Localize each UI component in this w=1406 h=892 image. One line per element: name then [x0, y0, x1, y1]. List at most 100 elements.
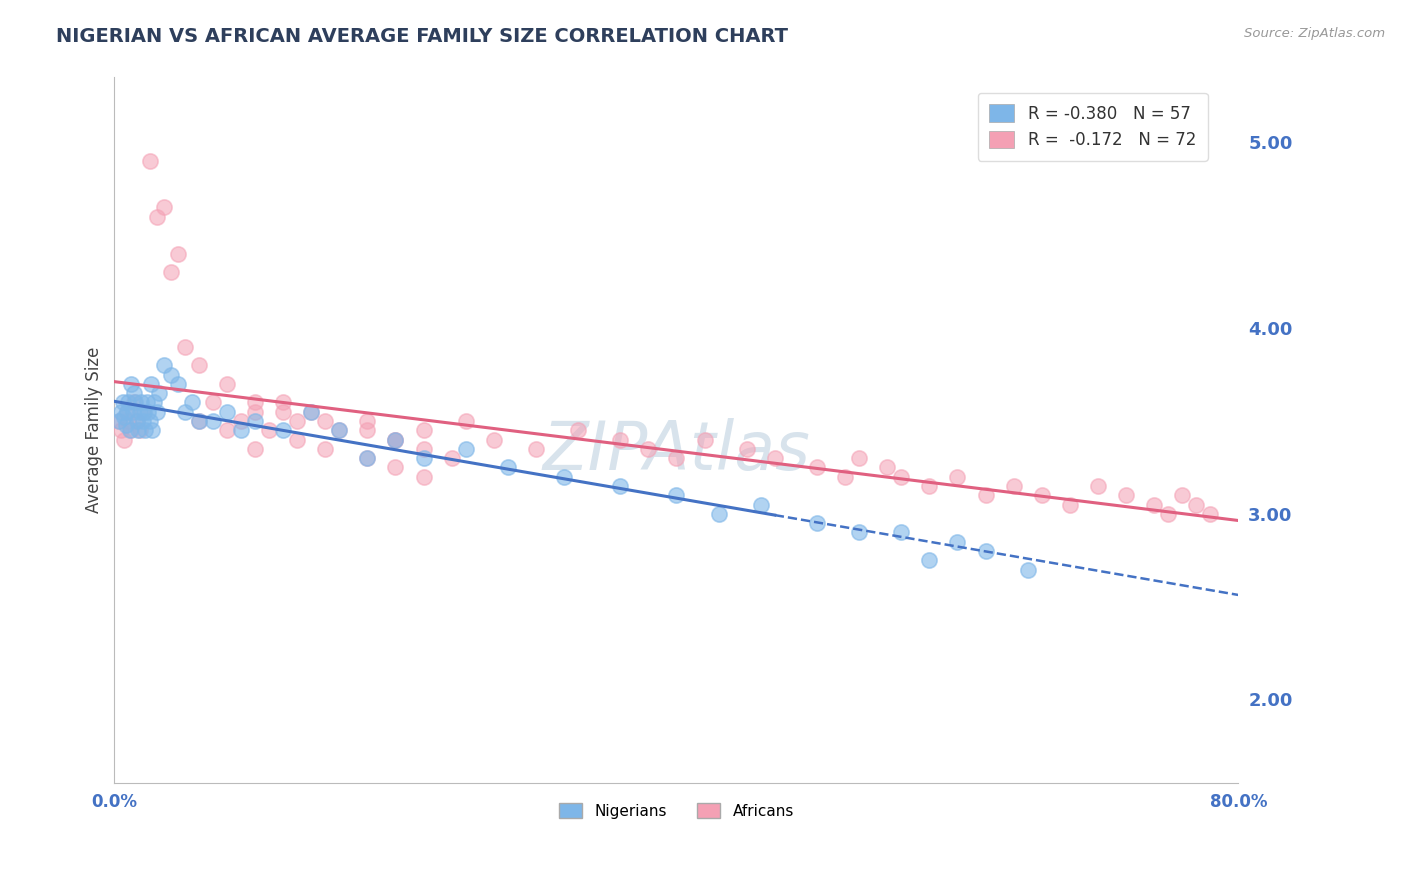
- Point: [152, 201, 174, 215]
- Point: [145, 405, 167, 419]
- Point: [112, 433, 135, 447]
- Point: [749, 498, 772, 512]
- Point: [567, 423, 589, 437]
- Point: [946, 534, 969, 549]
- Point: [271, 423, 294, 437]
- Point: [946, 469, 969, 483]
- Point: [314, 414, 336, 428]
- Point: [384, 433, 406, 447]
- Point: [243, 395, 266, 409]
- Point: [806, 460, 828, 475]
- Point: [159, 265, 181, 279]
- Point: [328, 423, 350, 437]
- Point: [131, 414, 153, 428]
- Legend: Nigerians, Africans: Nigerians, Africans: [553, 797, 800, 825]
- Point: [693, 433, 716, 447]
- Text: NIGERIAN VS AFRICAN AVERAGE FAMILY SIZE CORRELATION CHART: NIGERIAN VS AFRICAN AVERAGE FAMILY SIZE …: [56, 27, 789, 45]
- Point: [637, 442, 659, 456]
- Point: [173, 340, 195, 354]
- Point: [271, 395, 294, 409]
- Point: [356, 414, 378, 428]
- Text: ZIPAtlas: ZIPAtlas: [543, 418, 810, 484]
- Point: [125, 414, 148, 428]
- Point: [117, 414, 139, 428]
- Point: [173, 405, 195, 419]
- Point: [848, 451, 870, 466]
- Point: [384, 460, 406, 475]
- Point: [707, 507, 730, 521]
- Point: [890, 525, 912, 540]
- Point: [142, 395, 165, 409]
- Point: [229, 414, 252, 428]
- Point: [201, 414, 224, 428]
- Point: [128, 423, 150, 437]
- Point: [1059, 498, 1081, 512]
- Point: [384, 433, 406, 447]
- Point: [848, 525, 870, 540]
- Point: [118, 423, 141, 437]
- Point: [243, 405, 266, 419]
- Point: [152, 358, 174, 372]
- Point: [229, 423, 252, 437]
- Point: [145, 210, 167, 224]
- Point: [128, 405, 150, 419]
- Point: [974, 544, 997, 558]
- Point: [114, 417, 136, 432]
- Point: [285, 433, 308, 447]
- Point: [148, 386, 170, 401]
- Point: [384, 433, 406, 447]
- Point: [112, 410, 135, 425]
- Point: [918, 553, 941, 567]
- Point: [107, 414, 129, 428]
- Point: [124, 395, 146, 409]
- Point: [496, 460, 519, 475]
- Point: [553, 469, 575, 483]
- Point: [127, 423, 149, 437]
- Point: [328, 423, 350, 437]
- Point: [665, 488, 688, 502]
- Point: [1185, 498, 1208, 512]
- Point: [215, 405, 238, 419]
- Point: [131, 405, 153, 419]
- Point: [665, 451, 688, 466]
- Point: [120, 376, 142, 391]
- Point: [1157, 507, 1180, 521]
- Point: [1171, 488, 1194, 502]
- Point: [356, 423, 378, 437]
- Point: [139, 376, 162, 391]
- Point: [134, 423, 156, 437]
- Point: [412, 451, 434, 466]
- Point: [122, 386, 145, 401]
- Point: [299, 405, 322, 419]
- Point: [121, 405, 143, 419]
- Point: [314, 442, 336, 456]
- Point: [138, 414, 160, 428]
- Point: [138, 153, 160, 168]
- Point: [215, 376, 238, 391]
- Point: [440, 451, 463, 466]
- Point: [132, 405, 155, 419]
- Point: [110, 423, 132, 437]
- Point: [609, 479, 631, 493]
- Point: [1017, 562, 1039, 576]
- Point: [974, 488, 997, 502]
- Point: [115, 405, 138, 419]
- Point: [120, 423, 142, 437]
- Point: [524, 442, 547, 456]
- Point: [890, 469, 912, 483]
- Point: [122, 395, 145, 409]
- Point: [806, 516, 828, 530]
- Point: [412, 442, 434, 456]
- Point: [166, 247, 188, 261]
- Point: [763, 451, 786, 466]
- Point: [356, 451, 378, 466]
- Point: [1031, 488, 1053, 502]
- Point: [159, 368, 181, 382]
- Point: [609, 433, 631, 447]
- Point: [107, 414, 129, 428]
- Point: [125, 414, 148, 428]
- Point: [454, 414, 477, 428]
- Point: [129, 395, 152, 409]
- Point: [356, 451, 378, 466]
- Point: [141, 423, 163, 437]
